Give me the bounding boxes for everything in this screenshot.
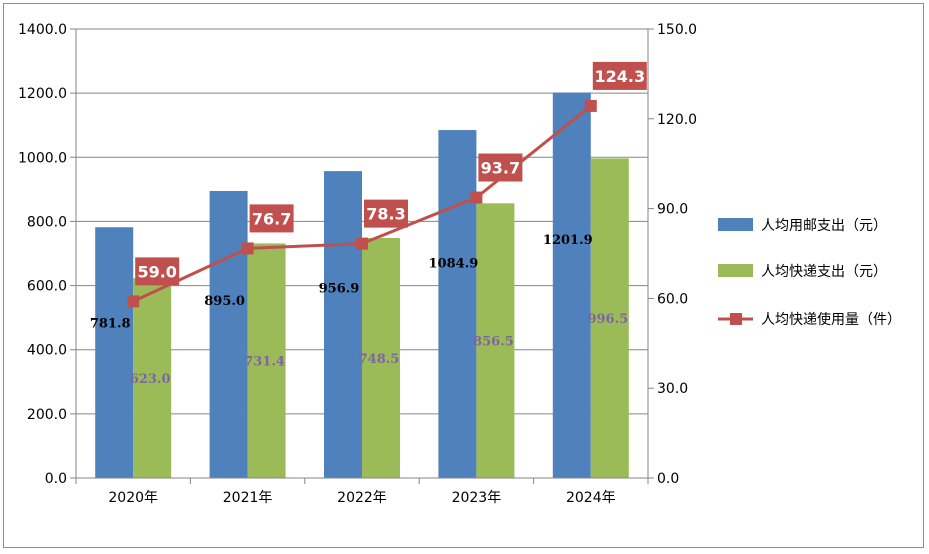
bar-postal-spending-label: 956.9 — [319, 282, 360, 297]
line-express-usage-label: 59.0 — [137, 262, 176, 281]
bar-postal-spending-label: 781.8 — [90, 317, 131, 332]
left-axis-tick-label: 800.0 — [27, 214, 67, 230]
x-axis-category-label: 2022年 — [337, 490, 387, 506]
bar-postal-spending — [552, 92, 591, 478]
legend-marker-swatch — [730, 313, 742, 325]
left-axis-tick-label: 1000.0 — [18, 150, 67, 166]
line-label-box — [135, 257, 180, 286]
left-axis-tick-label: 1200.0 — [18, 86, 67, 102]
x-axis-category-label: 2021年 — [223, 490, 273, 506]
right-axis-tick-label: 150.0 — [657, 22, 697, 38]
x-axis-category-label: 2024年 — [566, 490, 616, 506]
data-labels: 781.8 623.0 895.0 731.4 956.9 748.5 1084.9 856.… — [90, 61, 647, 387]
line-express-usage-marker — [584, 99, 597, 112]
legend-label: 人均快递支出（元） — [761, 264, 887, 280]
right-axis-tick-label: 30.0 — [657, 381, 688, 397]
line-express-usage-marker — [127, 295, 140, 308]
bar-express-spending-label: 748.5 — [359, 352, 400, 367]
line-express-usage-label: 124.3 — [594, 67, 645, 86]
right-axis-tick-label: 0.0 — [657, 471, 679, 487]
left-axis-tick-label: 1400.0 — [18, 22, 67, 38]
line-label-box — [478, 153, 523, 182]
bar-express-spending — [362, 237, 400, 478]
right-axis-tick-label: 60.0 — [657, 291, 688, 307]
right-axis-tick-label: 90.0 — [657, 202, 688, 218]
left-axis-tick-label: 0.0 — [45, 471, 67, 487]
line-express-usage-label: 93.7 — [481, 159, 520, 178]
legend: 人均用邮支出（元） 人均快递支出（元） 人均快递使用量（件） — [718, 218, 901, 328]
bar-express-spending — [247, 243, 286, 478]
gridlines — [76, 28, 648, 415]
legend-label: 人均用邮支出（元） — [761, 218, 887, 234]
x-axis-category-label: 2020年 — [108, 490, 158, 506]
line-label-box — [364, 199, 408, 228]
line-express-usage-marker — [241, 242, 254, 255]
bar-postal-spending — [438, 130, 477, 478]
line-express-usage-label: 76.7 — [252, 209, 291, 228]
left-axis-tick-label: 400.0 — [27, 343, 67, 359]
bar-express-spending — [133, 278, 172, 478]
bar-postal-spending — [95, 227, 134, 478]
line-express-usage-label: 78.3 — [366, 205, 405, 224]
legend-label: 人均快递使用量（件） — [761, 311, 901, 328]
bar-express-spending-label: 623.0 — [130, 372, 171, 387]
axes: 0.0 200.0 400.0 600.0 800.0 1000.0 1200.0 1400.… — [18, 22, 697, 506]
line-express-usage-marker — [356, 237, 368, 250]
line-express-usage-marker — [470, 191, 483, 204]
bar-postal-spending — [324, 171, 362, 478]
right-axis-tick-label: 120.0 — [657, 112, 697, 128]
bar-express-spending-label: 856.5 — [473, 335, 514, 350]
bar-postal-spending — [209, 190, 248, 479]
bar-postal-spending-label: 1084.9 — [429, 256, 479, 271]
legend-swatch — [718, 218, 753, 231]
left-axis-tick-label: 600.0 — [27, 279, 67, 295]
bar-postal-spending-label: 1201.9 — [543, 233, 593, 248]
bar-postal-spending-label: 895.0 — [204, 294, 245, 309]
bar-express-spending — [476, 203, 515, 478]
bar-express-spending — [590, 158, 629, 479]
left-axis-tick-label: 200.0 — [27, 407, 67, 423]
bar-express-spending-label: 996.5 — [587, 312, 628, 327]
line-label-box — [249, 204, 294, 233]
bars — [95, 92, 629, 479]
x-axis-category-label: 2023年 — [452, 490, 502, 506]
line-label-box — [592, 61, 647, 90]
bar-express-spending-label: 731.4 — [244, 355, 285, 370]
legend-swatch — [718, 264, 753, 277]
